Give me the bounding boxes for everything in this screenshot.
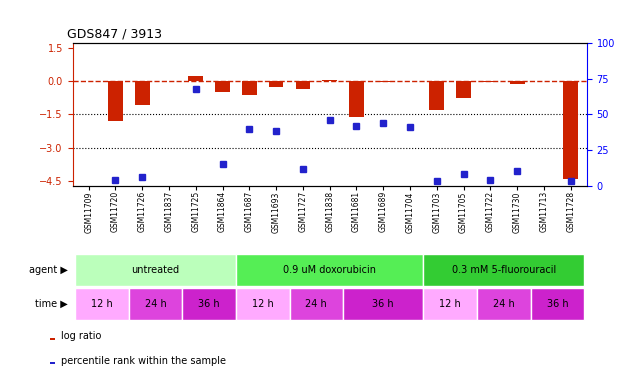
- Bar: [236, 288, 290, 320]
- Bar: [108, 81, 123, 121]
- Text: 36 h: 36 h: [546, 299, 568, 309]
- Bar: [322, 80, 337, 81]
- Text: 12 h: 12 h: [439, 299, 461, 309]
- Bar: [510, 81, 524, 84]
- Bar: [75, 254, 236, 286]
- Bar: [376, 81, 391, 82]
- Text: 36 h: 36 h: [198, 299, 220, 309]
- Bar: [349, 81, 364, 117]
- Bar: [483, 81, 498, 82]
- Text: 12 h: 12 h: [91, 299, 113, 309]
- Text: 36 h: 36 h: [372, 299, 394, 309]
- Text: 0.9 uM doxorubicin: 0.9 uM doxorubicin: [283, 265, 376, 275]
- Text: untreated: untreated: [131, 265, 180, 275]
- Bar: [563, 81, 578, 179]
- Bar: [531, 288, 584, 320]
- Text: time ▶: time ▶: [35, 299, 68, 309]
- Bar: [182, 288, 236, 320]
- Bar: [236, 254, 423, 286]
- Bar: [423, 288, 477, 320]
- Bar: [477, 288, 531, 320]
- Text: 0.3 mM 5-fluorouracil: 0.3 mM 5-fluorouracil: [452, 265, 556, 275]
- Bar: [129, 288, 182, 320]
- Text: 24 h: 24 h: [493, 299, 515, 309]
- Bar: [430, 81, 444, 110]
- Text: 24 h: 24 h: [144, 299, 167, 309]
- Bar: [135, 81, 150, 105]
- Text: log ratio: log ratio: [61, 331, 102, 341]
- Text: 12 h: 12 h: [252, 299, 274, 309]
- Bar: [269, 81, 283, 87]
- Bar: [50, 338, 55, 340]
- Text: 24 h: 24 h: [305, 299, 327, 309]
- Bar: [456, 81, 471, 98]
- Bar: [75, 288, 129, 320]
- Bar: [295, 81, 310, 89]
- Bar: [215, 81, 230, 92]
- Bar: [423, 254, 584, 286]
- Bar: [343, 288, 423, 320]
- Bar: [189, 76, 203, 81]
- Bar: [290, 288, 343, 320]
- Text: percentile rank within the sample: percentile rank within the sample: [61, 356, 227, 366]
- Bar: [50, 363, 55, 364]
- Bar: [242, 81, 257, 96]
- Text: agent ▶: agent ▶: [28, 265, 68, 275]
- Text: GDS847 / 3913: GDS847 / 3913: [68, 28, 162, 40]
